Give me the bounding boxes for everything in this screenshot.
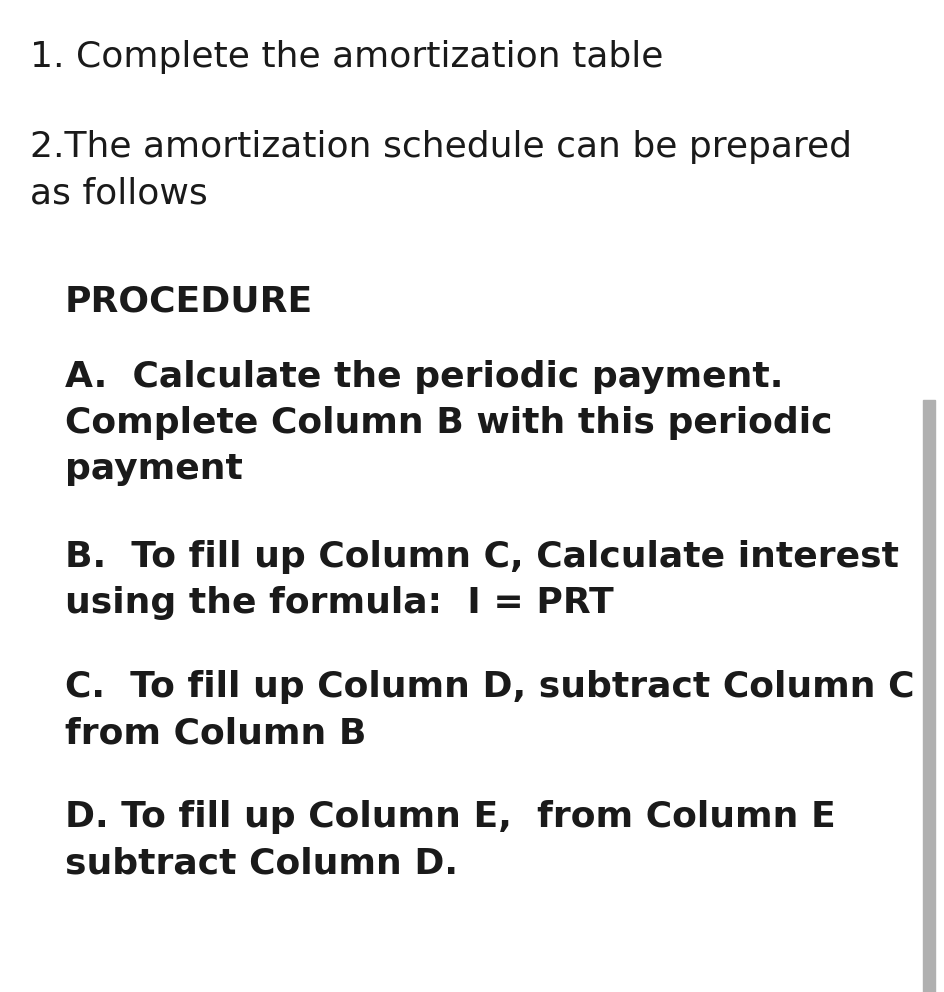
Bar bbox=[922, 400, 934, 992]
Text: 1. Complete the amortization table: 1. Complete the amortization table bbox=[30, 40, 663, 74]
Text: D. To fill up Column E,  from Column E
subtract Column D.: D. To fill up Column E, from Column E su… bbox=[65, 800, 834, 880]
Text: PROCEDURE: PROCEDURE bbox=[65, 285, 312, 319]
Text: A.  Calculate the periodic payment.
Complete Column B with this periodic
payment: A. Calculate the periodic payment. Compl… bbox=[65, 360, 832, 486]
Text: 2.The amortization schedule can be prepared
as follows: 2.The amortization schedule can be prepa… bbox=[30, 130, 851, 210]
Text: C.  To fill up Column D, subtract Column C
from Column B: C. To fill up Column D, subtract Column … bbox=[65, 670, 914, 750]
Text: B.  To fill up Column C, Calculate interest
using the formula:  I = PRT: B. To fill up Column C, Calculate intere… bbox=[65, 540, 898, 620]
